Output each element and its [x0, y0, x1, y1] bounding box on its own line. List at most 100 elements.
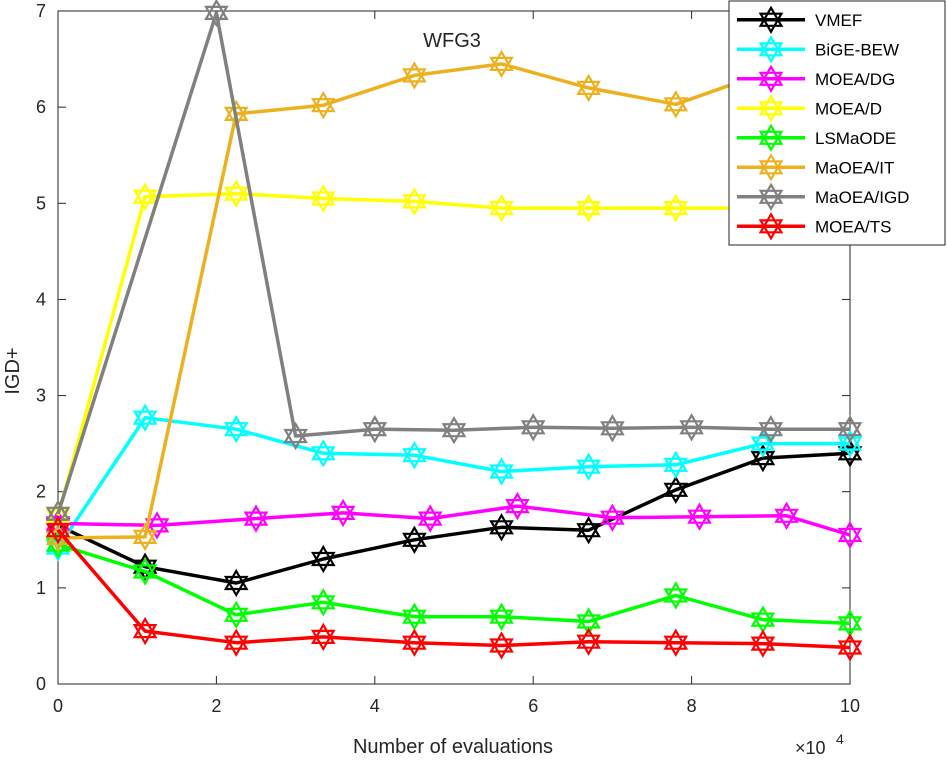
series-line [57, 504, 851, 537]
series-moea-dg [45, 491, 863, 550]
data-point [283, 421, 308, 451]
data-point [576, 193, 601, 223]
y-tick-label: 3 [36, 386, 46, 406]
x-multiplier-exponent: 4 [836, 731, 844, 747]
data-point [663, 193, 689, 223]
data-point [441, 416, 467, 445]
data-point [750, 605, 776, 634]
data-point [223, 600, 249, 629]
series-line [57, 62, 764, 540]
legend-item: MaOEA/IT [737, 153, 894, 182]
data-point [144, 511, 170, 540]
data-point [663, 475, 689, 504]
series-line [56, 11, 850, 515]
legend-item: VMEF [737, 5, 862, 35]
x-tick-label: 2 [211, 696, 221, 716]
data-point [489, 49, 514, 79]
legend-item: LSMaODE [737, 123, 896, 152]
data-point [132, 403, 158, 432]
legend-marker [758, 5, 784, 35]
legend-marker [758, 64, 784, 93]
series-line [57, 542, 851, 626]
y-axis-label: IGD+ [2, 347, 24, 394]
legend-box [728, 0, 946, 246]
data-point [310, 184, 336, 213]
data-point [837, 633, 863, 662]
legend-marker [758, 153, 784, 182]
data-point [402, 187, 427, 216]
axes-frame [57, 10, 851, 685]
data-point [402, 61, 427, 90]
data-point [402, 602, 427, 631]
legend-item: BiGE-BEW [737, 35, 899, 64]
y-tick-label: 2 [36, 482, 46, 502]
series-moea-ts [45, 516, 863, 662]
data-point [204, 0, 229, 28]
data-point [223, 568, 249, 598]
data-point [576, 627, 601, 656]
x-axis-label: Number of evaluations [353, 736, 553, 758]
data-point [687, 502, 712, 531]
data-point [750, 629, 776, 658]
data-point [402, 441, 427, 470]
legend-item: MOEA/TS [737, 212, 892, 241]
data-point [310, 544, 336, 574]
x-tick-label: 8 [687, 696, 697, 716]
series-line [56, 191, 851, 517]
y-tick-label: 0 [36, 674, 46, 694]
data-point [132, 522, 158, 552]
data-point [837, 520, 863, 550]
data-point [132, 616, 158, 646]
series-line [56, 529, 851, 650]
legend-item: MOEA/D [737, 94, 882, 123]
legend-item: MOEA/DG [737, 64, 895, 93]
data-point [489, 457, 514, 486]
data-point [310, 91, 336, 120]
series-maoea-it [45, 49, 776, 553]
legend-marker [758, 123, 784, 152]
legend-label: VMEF [815, 11, 862, 30]
data-point [223, 628, 249, 657]
legend-label: LSMaODE [815, 129, 896, 148]
data-point [750, 443, 776, 473]
x-tick-label: 0 [53, 696, 63, 716]
legend-item: MaOEA/IGD [737, 182, 909, 211]
series-maoea-igd [45, 0, 863, 528]
data-point [758, 415, 784, 444]
data-point [362, 415, 388, 444]
series-lsmaode [45, 530, 863, 638]
data-point [223, 179, 249, 208]
data-point [489, 513, 514, 542]
y-tick-label: 7 [36, 1, 46, 21]
chart-title: WFG3 [423, 30, 481, 52]
x-tick-label: 4 [370, 696, 380, 716]
data-point [837, 429, 863, 458]
x-multiplier-base: ×10 [795, 738, 826, 758]
y-tick-label: 1 [36, 578, 46, 598]
data-point [310, 439, 336, 468]
data-point [310, 588, 336, 617]
legend-marker [758, 94, 784, 123]
data-point [663, 90, 689, 119]
series-line [56, 415, 850, 549]
data-point [663, 450, 689, 479]
data-point [310, 622, 336, 652]
y-tick-label: 5 [36, 193, 46, 213]
data-point [663, 581, 689, 610]
y-tick-label: 4 [36, 289, 46, 309]
data-point [679, 413, 704, 442]
data-point [600, 414, 625, 443]
data-point [663, 628, 689, 657]
data-point [576, 607, 601, 636]
legend-marker [758, 35, 784, 64]
data-point [837, 609, 863, 638]
data-point [223, 415, 249, 444]
legend-marker [758, 212, 784, 241]
data-point [576, 73, 601, 103]
x-multiplier: ×10 4 [795, 731, 844, 758]
legend: VMEF BiGE-BEW MOEA/DG MOEA/D LSMaODE MaOEA/IT… [728, 0, 946, 246]
data-point [774, 501, 799, 530]
data-point [132, 557, 158, 586]
data-point [489, 602, 514, 631]
data-point [402, 525, 427, 554]
